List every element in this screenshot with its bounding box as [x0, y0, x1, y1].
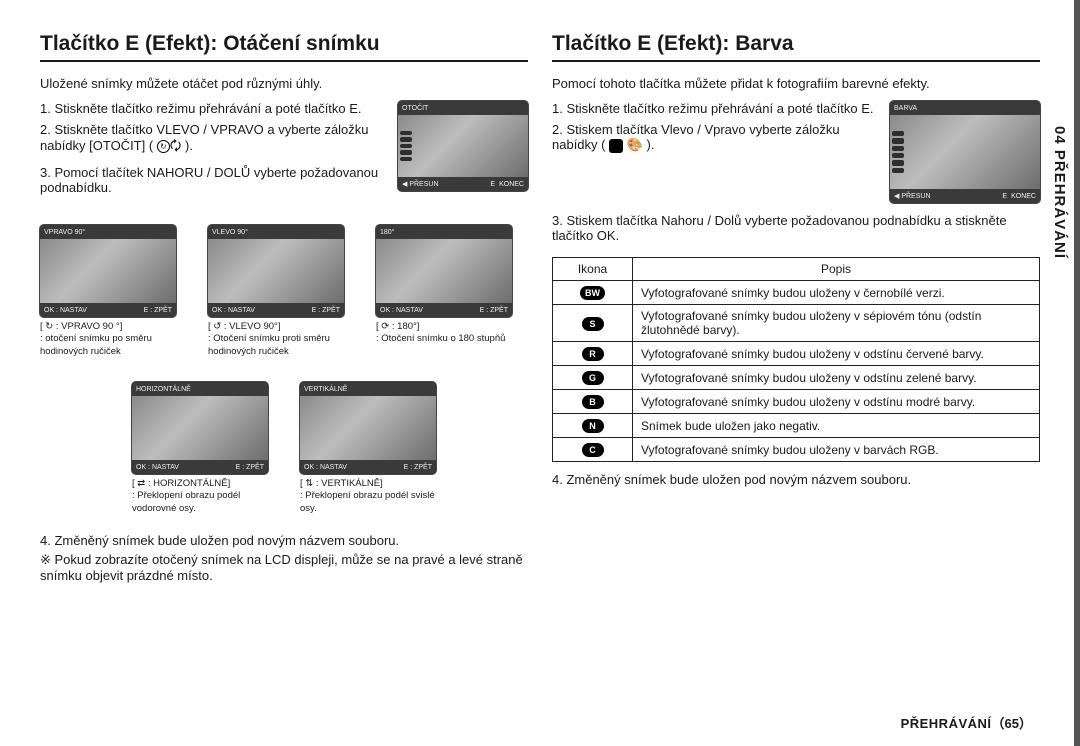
rotation-grid-row2: HORIZONTÁLNĚ OK : NASTAVE : ZPĚT [ ⇄ : H… — [40, 382, 528, 515]
left-step-3: 3. Pomocí tlačítek NAHORU / DOLŮ vyberte… — [40, 165, 388, 195]
page-footer: PŘEHRÁVÁNÍ（65） — [901, 713, 1032, 732]
right-step-1: 1. Stiskněte tlačítko režimu přehrávání … — [552, 101, 880, 116]
right-intro: Pomocí tohoto tlačítka můžete přidat k f… — [552, 76, 1040, 91]
color-icon-cell: BW — [553, 281, 633, 305]
rotation-grid-row1: VPRAVO 90° OK : NASTAVE : ZPĚT [ ↻ : VPR… — [40, 225, 528, 358]
left-step-block: 1. Stiskněte tlačítko režimu přehrávání … — [40, 101, 528, 201]
right-main-screenshot: BARVA ◀ PŘESUN E KONEC — [890, 101, 1040, 203]
rotate-icon: ↻ — [157, 140, 170, 153]
thumb-bottom-bar: ◀ PŘESUN E KONEC — [398, 177, 528, 191]
left-intro: Uložené snímky můžete otáčet pod různými… — [40, 76, 528, 91]
right-steps: 1. Stiskněte tlačítko režimu přehrávání … — [552, 101, 880, 203]
rotation-option: HORIZONTÁLNĚ OK : NASTAVE : ZPĚT [ ⇄ : H… — [132, 382, 268, 515]
footer-page-number: （65） — [992, 716, 1032, 731]
column-right: Tlačítko E (Efekt): Barva Pomocí tohoto … — [552, 32, 1040, 726]
rotation-option: VERTIKÁLNĚ OK : NASTAVE : ZPĚT [ ⇅ : VER… — [300, 382, 436, 515]
rotation-option: 180° OK : NASTAVE : ZPĚT [ ⟳ : 180°]: Ot… — [376, 225, 512, 358]
color-mode-icon: G — [582, 371, 604, 385]
left-main-screenshot: OTOČIT ◀ PŘESUN E KONEC — [398, 101, 528, 191]
rotation-option: VPRAVO 90° OK : NASTAVE : ZPĚT [ ↻ : VPR… — [40, 225, 176, 358]
color-mode-icon: N — [582, 419, 604, 433]
left-title: Tlačítko E (Efekt): Otáčení snímku — [40, 32, 528, 62]
footer-section: PŘEHRÁVÁNÍ — [901, 716, 992, 731]
color-mode-icon: C — [582, 443, 604, 457]
right-title: Tlačítko E (Efekt): Barva — [552, 32, 1040, 62]
table-header-desc: Popis — [633, 258, 1040, 281]
color-icon-cell: R — [553, 342, 633, 366]
left-note-4: 4. Změněný snímek bude uložen pod novým … — [40, 533, 528, 548]
table-row: R Vyfotografované snímky budou uloženy v … — [553, 342, 1040, 366]
left-notes: 4. Změněný snímek bude uložen pod novým … — [40, 533, 528, 587]
color-icon-cell: N — [553, 414, 633, 438]
section-tab: 04 PŘEHRÁVÁNÍ — [1049, 120, 1070, 265]
right-step-2: 2. Stiskem tlačítka Vlevo / Vpravo vyber… — [552, 122, 880, 153]
thumb-top-bar: OTOČIT — [398, 101, 528, 115]
color-mode-icon: R — [582, 347, 604, 361]
color-icon-cell: S — [553, 305, 633, 342]
table-row: B Vyfotografované snímky budou uloženy v … — [553, 390, 1040, 414]
color-desc-cell: Vyfotografované snímky budou uloženy v o… — [633, 390, 1040, 414]
color-icon-cell: B — [553, 390, 633, 414]
color-desc-cell: Vyfotografované snímky budou uloženy v o… — [633, 366, 1040, 390]
color-effects-table: Ikona Popis BW Vyfotografované snímky bud… — [552, 257, 1040, 462]
color-mode-icon: S — [582, 317, 604, 331]
color-mode-icon: B — [582, 395, 604, 409]
right-step-3: 3. Stiskem tlačítka Nahoru / Dolů vybert… — [552, 213, 1040, 243]
color-desc-cell: Snímek bude uložen jako negativ. — [633, 414, 1040, 438]
table-row: BW Vyfotografované snímky budou uloženy v… — [553, 281, 1040, 305]
color-mode-icon: BW — [580, 286, 605, 300]
column-left: Tlačítko E (Efekt): Otáčení snímku Ulože… — [40, 32, 528, 726]
right-note-4: 4. Změněný snímek bude uložen pod novým … — [552, 472, 1040, 487]
color-desc-cell: Vyfotografované snímky budou uloženy v č… — [633, 281, 1040, 305]
palette-icon — [609, 139, 623, 153]
left-step-2: 2. Stiskněte tlačítko VLEVO / VPRAVO a v… — [40, 122, 388, 159]
table-header-icon: Ikona — [553, 258, 633, 281]
thumb-image-area — [398, 115, 528, 177]
table-row: G Vyfotografované snímky budou uloženy v … — [553, 366, 1040, 390]
right-step-block: 1. Stiskněte tlačítko režimu přehrávání … — [552, 101, 1040, 203]
color-desc-cell: Vyfotografované snímky budou uloženy v o… — [633, 342, 1040, 366]
left-step-1: 1. Stiskněte tlačítko režimu přehrávání … — [40, 101, 388, 116]
color-desc-cell: Vyfotografované snímky budou uloženy v s… — [633, 305, 1040, 342]
color-icon-cell: G — [553, 366, 633, 390]
left-note-5: ※ Pokud zobrazíte otočený snímek na LCD … — [40, 552, 528, 583]
left-steps: 1. Stiskněte tlačítko režimu přehrávání … — [40, 101, 388, 201]
table-row: C Vyfotografované snímky budou uloženy v … — [553, 438, 1040, 462]
table-row: N Snímek bude uložen jako negativ. — [553, 414, 1040, 438]
page-two-column: Tlačítko E (Efekt): Otáčení snímku Ulože… — [40, 32, 1040, 726]
table-row: S Vyfotografované snímky budou uloženy v … — [553, 305, 1040, 342]
color-desc-cell: Vyfotografované snímky budou uloženy v b… — [633, 438, 1040, 462]
page-edge-stripe — [1074, 0, 1080, 746]
rotation-option: VLEVO 90° OK : NASTAVE : ZPĚT [ ↺ : VLEV… — [208, 225, 344, 358]
color-icon-cell: C — [553, 438, 633, 462]
